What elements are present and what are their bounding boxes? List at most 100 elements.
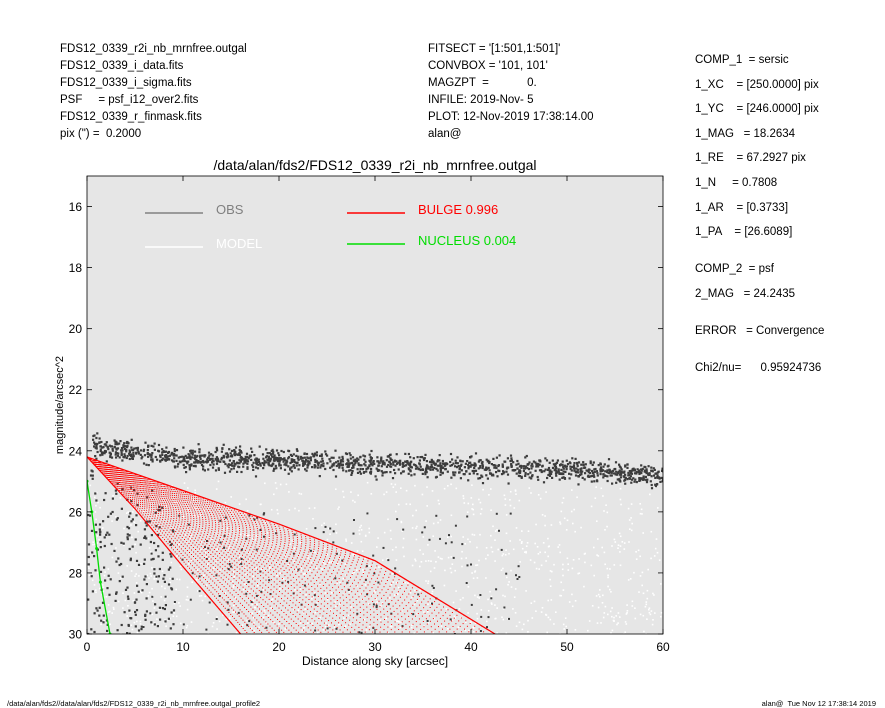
obs-point	[580, 463, 583, 466]
obs-point	[103, 544, 106, 548]
model-point	[191, 581, 193, 583]
obs-point	[636, 468, 639, 471]
model-point	[615, 615, 617, 617]
obs-point	[262, 457, 265, 460]
bulge-point	[355, 599, 357, 601]
model-point	[204, 551, 207, 554]
obs-point	[303, 456, 306, 459]
obs-point	[518, 576, 521, 578]
model-point	[537, 494, 540, 496]
bulge-point	[311, 564, 313, 566]
obs-point	[418, 462, 421, 465]
model-point	[571, 605, 574, 608]
model-point	[570, 510, 573, 513]
obs-point	[551, 466, 555, 469]
obs-point	[101, 601, 105, 604]
bulge-point	[115, 470, 117, 472]
obs-point	[452, 462, 455, 465]
bulge-point	[198, 500, 200, 502]
model-point	[226, 527, 229, 529]
model-point	[240, 561, 242, 563]
bulge-point	[169, 505, 171, 507]
model-point	[593, 574, 595, 577]
model-point	[135, 573, 137, 575]
bulge-point	[153, 480, 155, 482]
obs-point	[326, 627, 329, 630]
model-point	[131, 628, 134, 631]
bulge-point	[117, 468, 119, 470]
bulge-point	[235, 533, 237, 534]
obs-point	[624, 473, 627, 476]
header-left-line: FDS12_0339_r_finmask.fits	[60, 111, 202, 123]
obs-point	[130, 446, 133, 449]
bulge-point	[292, 571, 293, 573]
model-point	[465, 621, 467, 623]
obs-point	[255, 461, 258, 464]
bulge-point	[204, 504, 205, 506]
model-point	[527, 530, 530, 532]
bulge-point	[376, 608, 378, 610]
model-point	[123, 544, 125, 547]
bulge-point	[252, 551, 254, 553]
bulge-point	[340, 607, 341, 609]
chart-title: /data/alan/fds2/FDS12_0339_r2i_nb_mrnfre…	[213, 157, 537, 173]
model-point	[255, 538, 257, 541]
bulge-point	[242, 527, 244, 529]
model-point	[244, 567, 247, 569]
model-point	[243, 640, 245, 642]
obs-point	[449, 460, 452, 464]
bulge-point	[226, 538, 228, 540]
bulge-point	[163, 494, 164, 495]
obs-point	[242, 465, 245, 468]
obs-point	[314, 527, 317, 530]
bulge-point	[288, 542, 290, 544]
model-point	[606, 511, 609, 514]
obs-point	[207, 456, 210, 459]
bulge-point	[441, 623, 443, 625]
bulge-point	[230, 520, 232, 522]
obs-point	[487, 466, 490, 469]
obs-point	[189, 457, 192, 461]
bulge-point	[161, 490, 162, 492]
bulge-point	[185, 497, 187, 499]
obs-point	[538, 469, 542, 472]
model-point	[609, 588, 611, 591]
bulge-point	[238, 525, 240, 527]
obs-point	[640, 469, 643, 472]
obs-point	[94, 492, 97, 495]
bulge-point	[305, 586, 307, 588]
bulge-point	[263, 554, 265, 556]
model-point	[216, 616, 218, 618]
obs-point	[136, 503, 139, 507]
model-point	[194, 506, 196, 509]
model-point	[571, 593, 573, 596]
model-point	[203, 509, 205, 512]
obs-point	[429, 468, 432, 471]
obs-point	[592, 471, 595, 474]
obs-point	[645, 468, 648, 471]
obs-point	[244, 455, 247, 458]
bulge-point	[462, 623, 464, 625]
model-point	[535, 523, 537, 526]
bulge-point	[180, 490, 182, 492]
model-point	[559, 521, 561, 523]
bulge-point	[391, 618, 392, 620]
bulge-point	[208, 529, 210, 531]
model-point	[139, 620, 142, 623]
model-point	[613, 564, 616, 566]
bulge-point	[192, 513, 194, 515]
bulge-point	[360, 593, 362, 595]
model-point	[218, 620, 221, 623]
bulge-point	[373, 621, 375, 623]
model-point	[139, 623, 142, 625]
bulge-point	[311, 596, 313, 598]
bulge-point	[190, 522, 192, 524]
bulge-point	[376, 629, 378, 631]
obs-point	[370, 457, 373, 460]
bulge-point	[134, 476, 136, 478]
obs-point	[599, 466, 603, 469]
bulge-point	[309, 540, 311, 541]
obs-point	[510, 465, 513, 468]
obs-point	[114, 453, 117, 456]
obs-point	[268, 452, 271, 455]
